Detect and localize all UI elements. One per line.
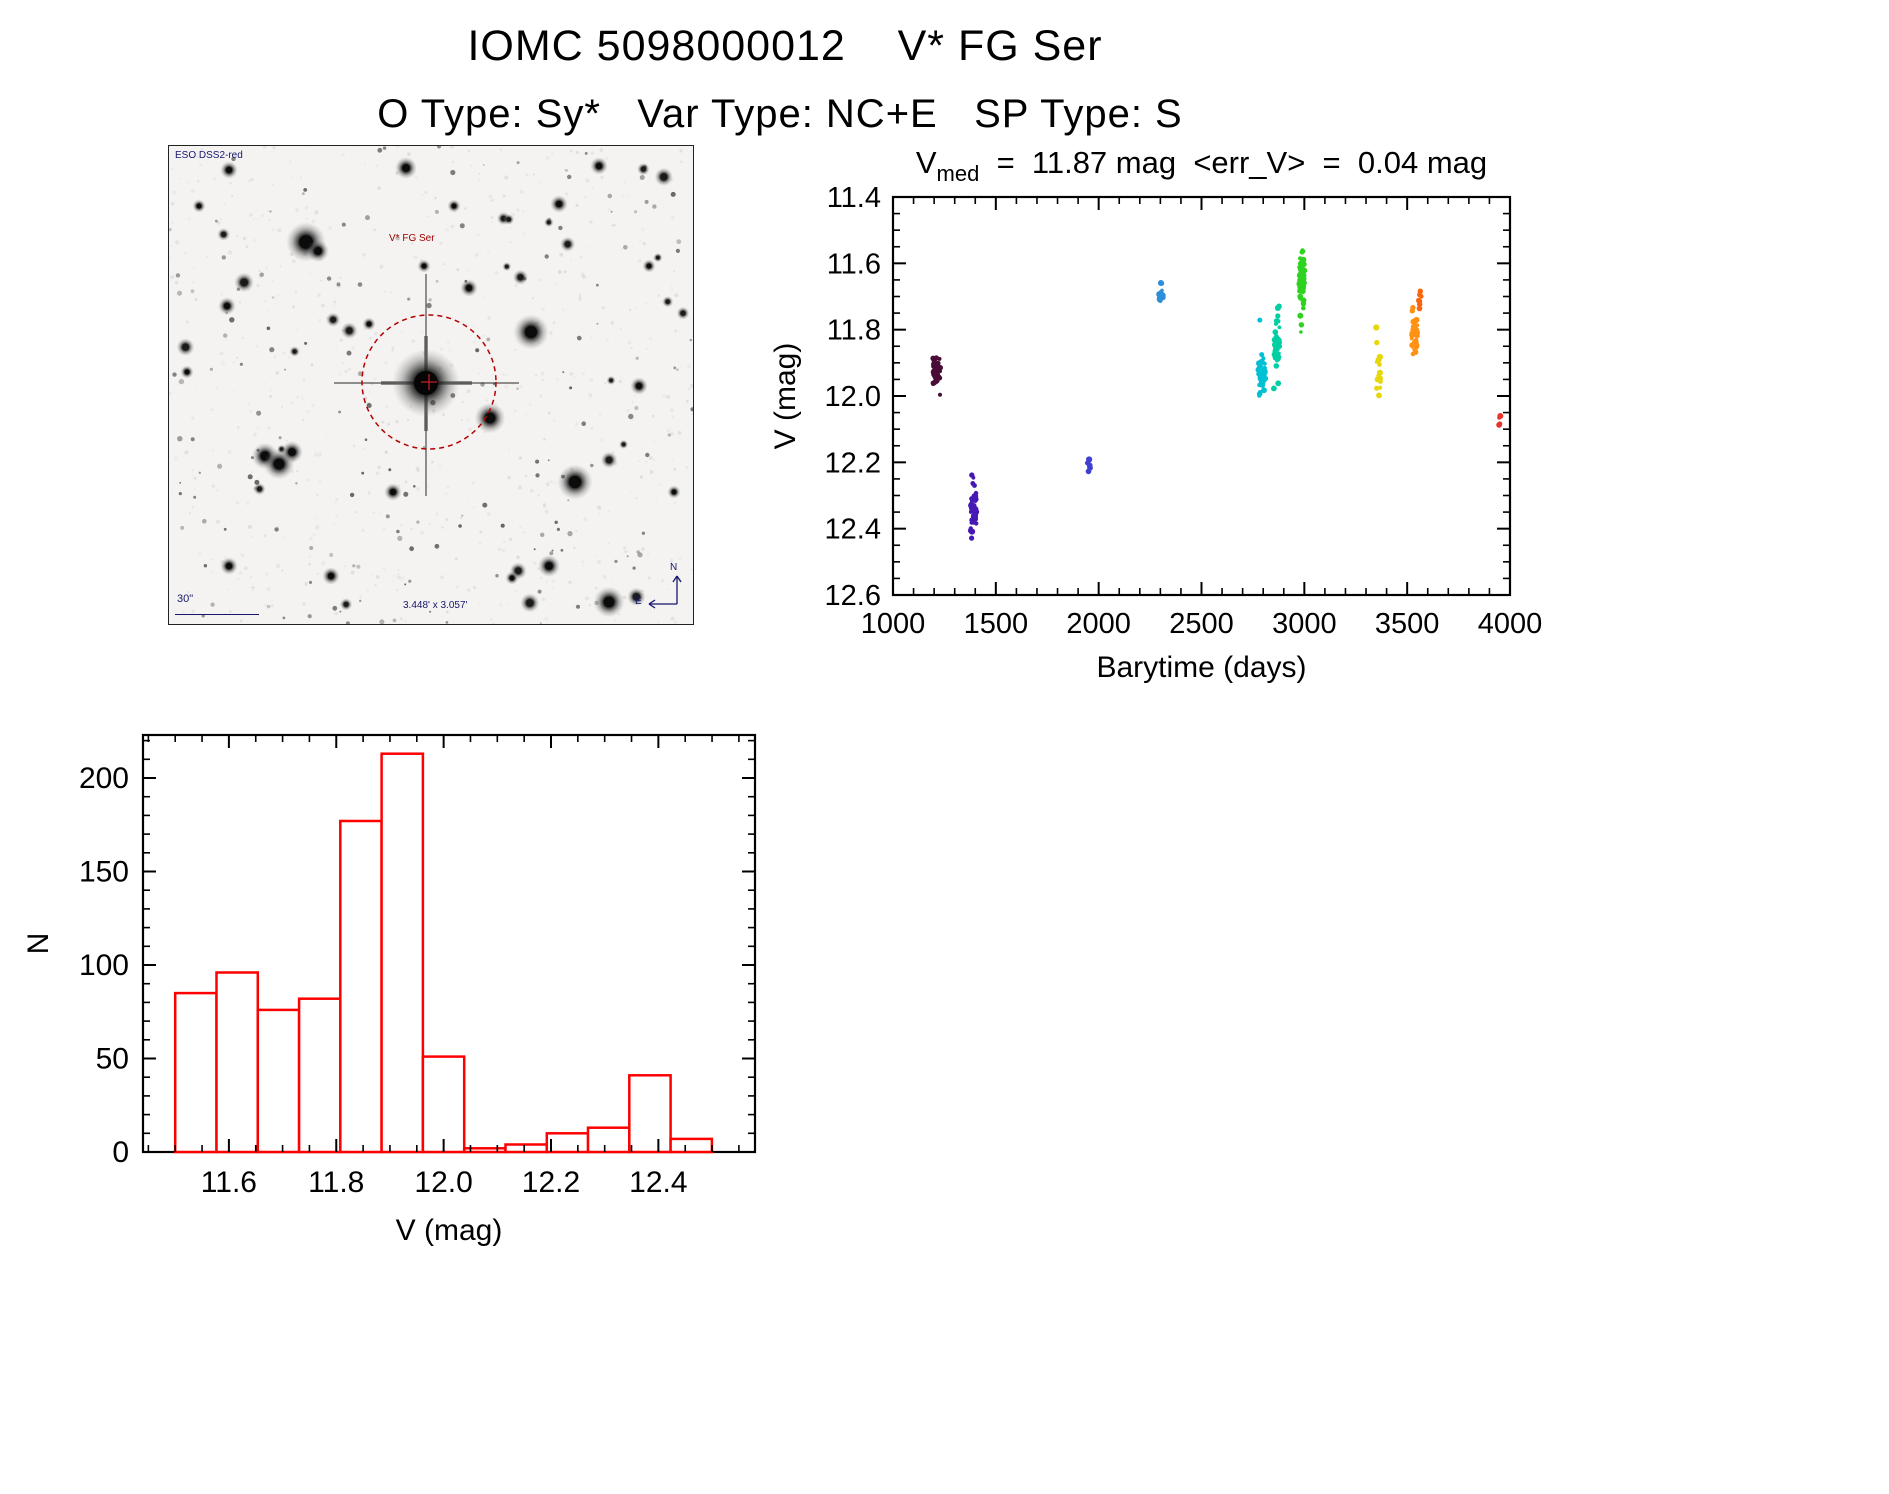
svg-text:150: 150 [79, 856, 129, 889]
svg-text:200: 200 [79, 762, 129, 795]
svg-text:11.4: 11.4 [827, 182, 881, 214]
survey-label: ESO DSS2-red [175, 150, 243, 161]
svg-text:12.6: 12.6 [825, 580, 881, 612]
target-marker [361, 314, 497, 450]
scale-label: 30" [177, 593, 194, 605]
finder-chart: ESO DSS2-red V* FG Ser 30" 3.448' x 3.05… [168, 145, 694, 625]
fov-label: 3.448' x 3.057' [403, 600, 468, 611]
lc-ylabel: V (mag) [770, 343, 802, 450]
svg-text:11.6: 11.6 [201, 1166, 257, 1199]
light-curve-panel: Vmed = 11.87 mag <err_V> = 0.04 mag 1000 1… [769, 135, 1560, 710]
svg-text:12.4: 12.4 [825, 514, 881, 546]
lc-xlabel: Barytime (days) [1096, 651, 1306, 684]
scale-bar [175, 614, 259, 615]
sky-noise [169, 146, 693, 624]
svg-text:3500: 3500 [1375, 608, 1440, 640]
svg-text:3000: 3000 [1272, 608, 1337, 640]
svg-text:12.2: 12.2 [825, 447, 881, 479]
svg-text:1000: 1000 [861, 608, 926, 640]
lc-title: Vmed = 11.87 mag <err_V> = 0.04 mag [916, 145, 1487, 186]
svg-text:12.0: 12.0 [825, 381, 881, 413]
finder-chart-image [169, 146, 693, 624]
svg-text:0: 0 [112, 1136, 129, 1169]
lc-axes: 1000 1500 2000 2500 3000 3500 4000 11.4 11.6 11.8… [825, 182, 1543, 640]
svg-text:2000: 2000 [1066, 608, 1131, 640]
page-subtitle: O Type: Sy* Var Type: NC+E SP Type: S [377, 92, 1183, 136]
svg-text:4000: 4000 [1478, 608, 1543, 640]
svg-text:11.8: 11.8 [308, 1166, 364, 1199]
hist-xlabel: V (mag) [396, 1214, 503, 1247]
svg-text:11.6: 11.6 [827, 248, 881, 280]
svg-text:11.8: 11.8 [827, 315, 881, 347]
histogram-plot: 11.6 11.8 12.0 12.2 12.4 0 50 100 150 200 N V (mag) [22, 733, 757, 1247]
svg-text:12.2: 12.2 [522, 1166, 580, 1199]
histogram-panel: 11.6 11.8 12.0 12.2 12.4 0 50 100 150 200 N V (mag) [20, 700, 820, 1290]
lc-points [930, 248, 1504, 541]
bright-stars [180, 157, 681, 618]
hist-ylabel: N [22, 933, 55, 955]
svg-text:12.0: 12.0 [414, 1166, 472, 1199]
target-star [334, 274, 519, 496]
page-title: IOMC 5098000012 V* FG Ser [467, 22, 1103, 70]
svg-text:12.4: 12.4 [629, 1166, 687, 1199]
hist-ticks: 11.6 11.8 12.0 12.2 12.4 0 50 100 150 200 [79, 735, 755, 1199]
hist-bars [173, 752, 714, 1154]
svg-text:50: 50 [96, 1043, 129, 1076]
target-label: V* FG Ser [389, 233, 435, 244]
compass-north-label: N [670, 562, 678, 573]
svg-text:1500: 1500 [964, 608, 1029, 640]
compass-east-label: E [635, 596, 642, 607]
compass-icon [648, 575, 682, 609]
svg-text:2500: 2500 [1169, 608, 1234, 640]
svg-text:100: 100 [79, 949, 129, 982]
medium-stars [176, 162, 690, 613]
